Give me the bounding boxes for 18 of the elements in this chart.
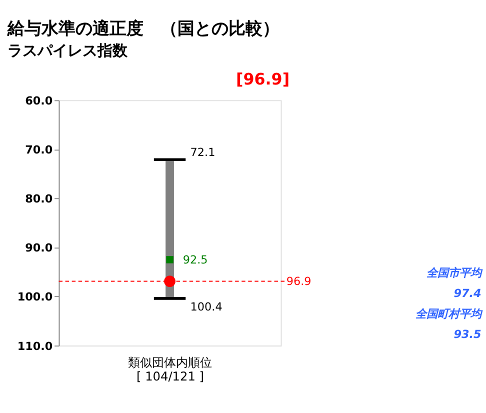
annotation: 72.1 bbox=[190, 146, 216, 159]
chart-subtitle: ラスパイレス指数 bbox=[8, 41, 129, 60]
y-tick-label: 90.0 bbox=[25, 242, 53, 255]
y-tick-label: 110.0 bbox=[17, 340, 53, 353]
x-axis-title: 類似団体内順位 [ 104/121 ] bbox=[128, 356, 212, 384]
text: 全国町村平均 bbox=[415, 308, 484, 321]
data-label: 92.5 bbox=[182, 253, 208, 266]
text: 97.4 bbox=[454, 287, 482, 300]
y-tick-label: 60.0 bbox=[25, 94, 53, 108]
y-tick-label: 80.0 bbox=[25, 192, 53, 206]
y-tick-label: 100.0 bbox=[17, 290, 53, 304]
y-tick-label: 70.0 bbox=[25, 143, 53, 156]
ref-line-label: 96.9 bbox=[286, 275, 312, 288]
text: [96.9] bbox=[236, 69, 290, 88]
text: 全国市平均 bbox=[426, 266, 484, 280]
chart-title: 給与水準の適正度 （国との比較） bbox=[6, 18, 280, 38]
annotation: 100.4 bbox=[190, 300, 222, 314]
text: 93.5 bbox=[454, 328, 482, 342]
